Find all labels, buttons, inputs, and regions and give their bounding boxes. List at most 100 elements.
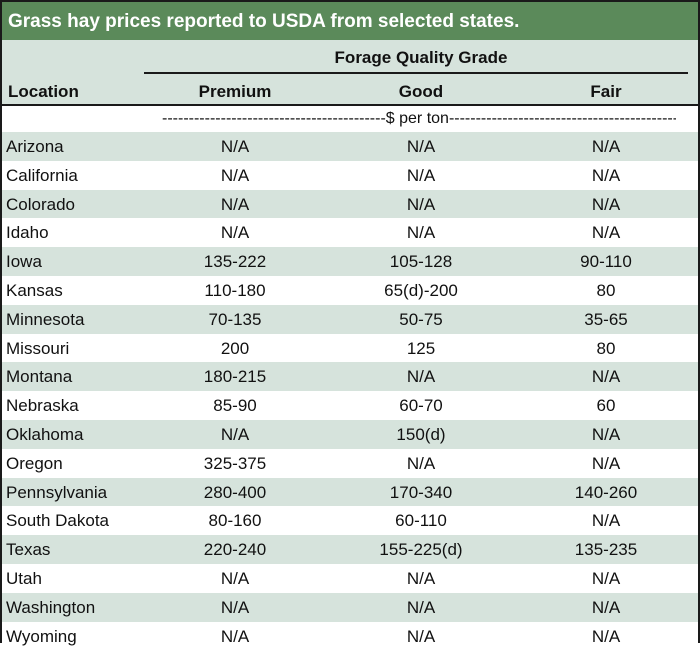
table-row: Arizona N/A N/A N/A — [2, 132, 698, 161]
premium-cell: 80-160 — [208, 511, 262, 531]
premium-cell: 200 — [220, 338, 250, 358]
units-row: ----------------------------------------… — [2, 106, 698, 132]
location-cell: Iowa — [6, 252, 42, 272]
table-row: Montana 180-215 N/A N/A — [2, 362, 698, 392]
fair-cell: N/A — [591, 194, 621, 214]
good-cell: N/A — [406, 597, 436, 617]
location-cell: Montana — [6, 367, 73, 387]
good-cell: N/A — [406, 367, 436, 387]
table-row: Wyoming N/A N/A N/A — [2, 621, 698, 650]
units-label: ----------------------------------------… — [162, 110, 676, 127]
good-cell: 155-225(d) — [379, 540, 463, 560]
premium-cell: N/A — [220, 568, 250, 588]
location-cell: Oregon — [6, 453, 63, 473]
fair-cell: 135-235 — [574, 540, 638, 560]
table-header: Forage Quality Grade Location Premium Go… — [2, 40, 698, 106]
fair-cell: N/A — [591, 626, 621, 646]
location-cell: Washington — [6, 597, 96, 617]
premium-cell: 180-215 — [203, 367, 267, 387]
premium-cell: N/A — [220, 137, 250, 156]
good-cell: N/A — [406, 223, 436, 243]
table-row: Iowa 135-222 105-128 90-110 — [2, 247, 698, 276]
good-cell: 65(d)-200 — [384, 280, 458, 300]
table-row: Utah N/A N/A N/A — [2, 563, 698, 593]
premium-cell: N/A — [220, 424, 250, 444]
fair-cell: N/A — [591, 165, 621, 185]
location-cell: Kansas — [6, 280, 63, 300]
location-cell: South Dakota — [6, 511, 110, 531]
good-cell: 105-128 — [389, 252, 453, 272]
table-row: South Dakota 80-160 60-110 N/A — [2, 506, 698, 536]
fair-header: Fair — [590, 82, 622, 101]
premium-cell: N/A — [220, 597, 250, 617]
table-row: Washington N/A N/A N/A — [2, 592, 698, 622]
group-header: Forage Quality Grade — [334, 48, 508, 67]
fair-cell: N/A — [591, 453, 621, 473]
fair-cell: 80 — [596, 280, 616, 300]
location-cell: Utah — [6, 568, 42, 588]
premium-cell: N/A — [220, 223, 250, 243]
premium-cell: 70-135 — [208, 309, 262, 329]
table-row: Oklahoma N/A 150(d) N/A — [2, 419, 698, 449]
fair-cell: 140-260 — [574, 482, 638, 502]
table-row: Colorado N/A N/A N/A — [2, 189, 698, 219]
fair-cell: 35-65 — [584, 309, 628, 329]
location-cell: Arizona — [6, 137, 64, 156]
good-cell: N/A — [406, 568, 436, 588]
fair-cell: 80 — [596, 338, 616, 358]
table-title: Grass hay prices reported to USDA from s… — [2, 2, 698, 40]
premium-cell: 135-222 — [203, 252, 267, 272]
location-header: Location — [8, 82, 79, 101]
premium-cell: 280-400 — [203, 482, 267, 502]
premium-cell: 110-180 — [204, 280, 266, 300]
table-row: Oregon 325-375 N/A N/A — [2, 448, 698, 478]
table-row: Pennsylvania 280-400 170-340 140-260 — [2, 477, 698, 507]
premium-cell: N/A — [220, 165, 250, 185]
table-row: Texas 220-240 155-225(d) 135-235 — [2, 535, 698, 564]
premium-cell: N/A — [220, 194, 250, 214]
fair-cell: 90-110 — [580, 252, 632, 272]
premium-cell: 220-240 — [203, 540, 267, 560]
fair-cell: N/A — [591, 223, 621, 243]
fair-cell: N/A — [591, 597, 621, 617]
table-row: Minnesota 70-135 50-75 35-65 — [2, 304, 698, 334]
fair-cell: 60 — [596, 396, 616, 416]
table-row: California N/A N/A N/A — [2, 160, 698, 190]
location-cell: Nebraska — [6, 396, 79, 416]
fair-cell: N/A — [591, 568, 621, 588]
table-row: Missouri 200 125 80 — [2, 333, 698, 363]
premium-cell: N/A — [220, 626, 250, 646]
premium-cell: 325-375 — [203, 453, 267, 473]
table-body: Arizona N/A N/A N/A California N/A N/A N/A Color… — [2, 132, 698, 650]
good-cell: N/A — [406, 165, 436, 185]
group-underline — [144, 72, 688, 74]
good-cell: 125 — [406, 338, 436, 358]
good-header: Good — [398, 82, 444, 101]
location-cell: Pennsylvania — [6, 482, 108, 502]
table-row: Nebraska 85-90 60-70 60 — [2, 391, 698, 420]
premium-cell: 85-90 — [213, 396, 257, 416]
good-cell: N/A — [406, 453, 436, 473]
fair-cell: N/A — [591, 137, 621, 156]
location-cell: Colorado — [6, 194, 75, 214]
fair-cell: N/A — [591, 424, 621, 444]
table-row: Kansas 110-180 65(d)-200 80 — [2, 275, 698, 305]
good-cell: N/A — [406, 626, 436, 646]
good-cell: 60-110 — [395, 511, 447, 531]
good-cell: 50-75 — [399, 309, 443, 329]
premium-header: Premium — [198, 82, 272, 101]
location-cell: California — [6, 165, 78, 185]
good-cell: N/A — [406, 137, 436, 156]
good-cell: 170-340 — [389, 482, 453, 502]
good-cell: 150(d) — [396, 424, 446, 444]
location-cell: Missouri — [6, 338, 70, 358]
location-cell: Wyoming — [6, 626, 77, 646]
good-cell: N/A — [406, 194, 436, 214]
good-cell: 60-70 — [399, 396, 443, 416]
table-row: Idaho N/A N/A N/A — [2, 218, 698, 248]
fair-cell: N/A — [591, 367, 621, 387]
location-cell: Minnesota — [6, 309, 85, 329]
location-cell: Oklahoma — [6, 424, 84, 444]
location-cell: Texas — [6, 540, 51, 560]
